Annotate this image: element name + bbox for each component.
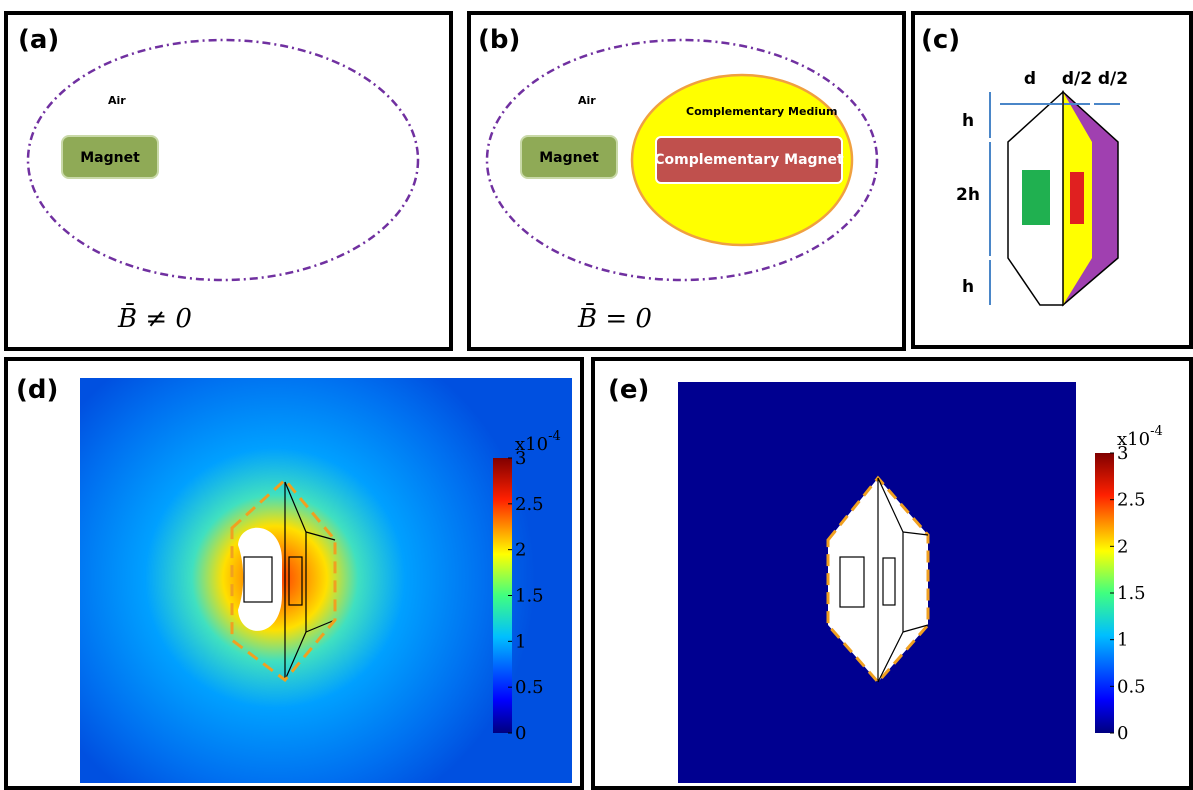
colorbar-scale: x10 <box>1117 429 1150 450</box>
magnet <box>1022 170 1050 225</box>
dimension-label: d <box>1024 69 1036 89</box>
formula: B̄ = 0 <box>577 302 652 334</box>
panel-label: (e) <box>608 375 649 405</box>
dimension-label: d/2 <box>1062 69 1092 89</box>
colorbar-tick-label: 2.5 <box>1117 490 1146 511</box>
medium-label: Complementary Medium <box>686 105 837 118</box>
colorbar-exponent: -4 <box>548 429 561 444</box>
colorbar-tick-label: 2.5 <box>515 494 544 515</box>
colorbar-tick-label: 1 <box>515 631 526 652</box>
colorbar-tick-label: 2 <box>1117 536 1128 557</box>
colorbar-tick-label: 0 <box>515 723 526 744</box>
panel-label: (c) <box>921 25 960 55</box>
dimension-label: h <box>962 277 974 297</box>
colorbar-tick-label: 0 <box>1117 723 1128 744</box>
panel-frame <box>6 13 451 349</box>
colorbar-tick-label: 0.5 <box>515 677 544 698</box>
complementary-magnet-label: Complementary Magnet <box>654 152 844 168</box>
magnet <box>244 557 272 602</box>
dimension-label: d/2 <box>1098 69 1128 89</box>
dimension-label: h <box>962 111 974 131</box>
medium-label: Complementary Medium <box>686 105 837 118</box>
panel-label: (d) <box>16 375 58 405</box>
colorbar-tick-label: 2 <box>515 540 526 561</box>
colorbar-tick-label: 1.5 <box>515 586 544 607</box>
colorbar-tick-label: 0.5 <box>1117 676 1146 697</box>
colorbar-tick-label: 1.5 <box>1117 583 1146 604</box>
magnet-label: Magnet <box>539 150 599 166</box>
air-label: Air <box>108 94 126 107</box>
figure: (a) Air Magnet B̄ ≠ 0 (b) Air Magnet Com… <box>0 0 1193 790</box>
formula: B̄ ≠ 0 <box>117 302 192 334</box>
dimension-label: 2h <box>956 185 980 205</box>
magnet-label: Magnet <box>80 150 140 166</box>
air-label: Air <box>578 94 596 107</box>
colorbar-tick-label: 1 <box>1117 630 1128 651</box>
colorbar-scale: x10 <box>515 434 548 455</box>
panel-label: (b) <box>478 25 520 55</box>
colorbar-exponent: -4 <box>1150 424 1163 439</box>
panel-label: (a) <box>18 25 59 55</box>
complementary-magnet <box>1070 172 1084 224</box>
